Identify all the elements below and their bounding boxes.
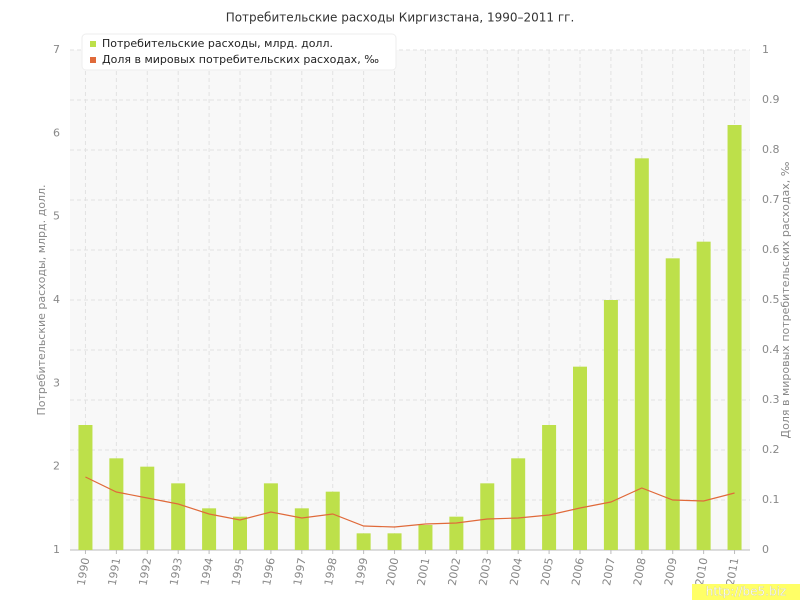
y-tick-label: 1: [53, 543, 60, 556]
x-tick-label: 2000: [384, 557, 402, 587]
x-tick-label: 2011: [724, 557, 742, 587]
x-tick-label: 1999: [353, 557, 371, 587]
bar: [171, 483, 186, 550]
y2-tick-label: 0.2: [762, 443, 780, 456]
y-tick-label: 5: [53, 210, 60, 223]
legend-label: Потребительские расходы, млрд. долл.: [102, 37, 333, 50]
x-tick-label: 2001: [415, 557, 433, 587]
y-tick-label: 2: [53, 460, 60, 473]
bar: [109, 458, 124, 550]
y-tick-label: 7: [53, 43, 60, 56]
x-tick-label: 2009: [662, 557, 680, 587]
x-tick-label: 2008: [631, 557, 649, 587]
line: [85, 476, 735, 528]
bar: [233, 516, 247, 550]
y2-tick-label: 0.8: [762, 143, 780, 156]
x-tick-label: 1994: [198, 557, 216, 587]
x-tick-label: 1995: [229, 557, 247, 587]
x-tick-label: 2006: [569, 557, 587, 587]
y2-tick-label: 1: [762, 43, 769, 56]
x-tick-label: 1998: [322, 557, 340, 587]
y2-tick-label: 0.6: [762, 243, 780, 256]
legend-swatch: [90, 57, 96, 63]
y2-tick-label: 0.5: [762, 293, 780, 306]
legend-label: Доля в мировых потребительских расходах,…: [102, 53, 379, 66]
y2-axis-label: Доля в мировых потребительских расходах,…: [779, 161, 792, 438]
bar: [665, 258, 680, 550]
bar: [696, 241, 711, 550]
bar: [263, 483, 278, 550]
x-tick-label: 1997: [291, 557, 309, 587]
y2-tick-label: 0.9: [762, 93, 780, 106]
bar: [356, 533, 371, 550]
y2-tick-label: 0.3: [762, 393, 780, 406]
bar: [542, 425, 557, 550]
chart-title: Потребительские расходы Киргизстана, 199…: [226, 11, 575, 25]
legend-swatch: [90, 41, 96, 47]
y-tick-label: 3: [53, 376, 60, 389]
x-tick-label: 2005: [538, 557, 556, 587]
x-tick-label: 1992: [137, 557, 155, 587]
x-tick-label: 1996: [260, 557, 278, 587]
x-tick-label: 2007: [600, 557, 618, 587]
x-tick-label: 1990: [75, 557, 93, 587]
bar: [603, 300, 618, 550]
bar: [727, 125, 742, 550]
y2-tick-label: 0: [762, 543, 769, 556]
x-tick-label: 2004: [507, 557, 525, 587]
bar: [573, 366, 587, 550]
x-tick-label: 1993: [167, 557, 185, 587]
bar: [511, 458, 526, 550]
bar: [480, 483, 495, 550]
y2-tick-label: 0.7: [762, 193, 780, 206]
bar: [202, 508, 217, 550]
y2-tick-label: 0.1: [762, 493, 780, 506]
bar: [634, 158, 649, 551]
y-tick-label: 4: [53, 293, 60, 306]
bar: [418, 525, 433, 550]
legend: [81, 33, 397, 71]
y2-tick-label: 0.4: [762, 343, 780, 356]
bar: [78, 425, 93, 550]
watermark: http://be5.biz: [706, 585, 786, 599]
watermark-bg: [692, 584, 800, 600]
x-tick-label: 2010: [693, 557, 711, 587]
bar: [387, 533, 402, 550]
x-tick-label: 1991: [106, 557, 124, 587]
bar: [449, 516, 464, 550]
y-tick-label: 6: [53, 126, 60, 139]
bar: [140, 466, 155, 550]
x-tick-label: 2003: [477, 557, 495, 587]
marks: 1 2 3 4 5 6 7 0 0.1 0.2 0.3 0.4 0.5 0.6 0.7 0.8 0.9 1 1990…: [53, 43, 780, 587]
bar: [325, 491, 340, 550]
y-axis-label: Потребительские расходы, млрд. долл.: [35, 185, 48, 416]
x-tick-label: 2002: [446, 557, 464, 587]
bar: [294, 508, 309, 550]
